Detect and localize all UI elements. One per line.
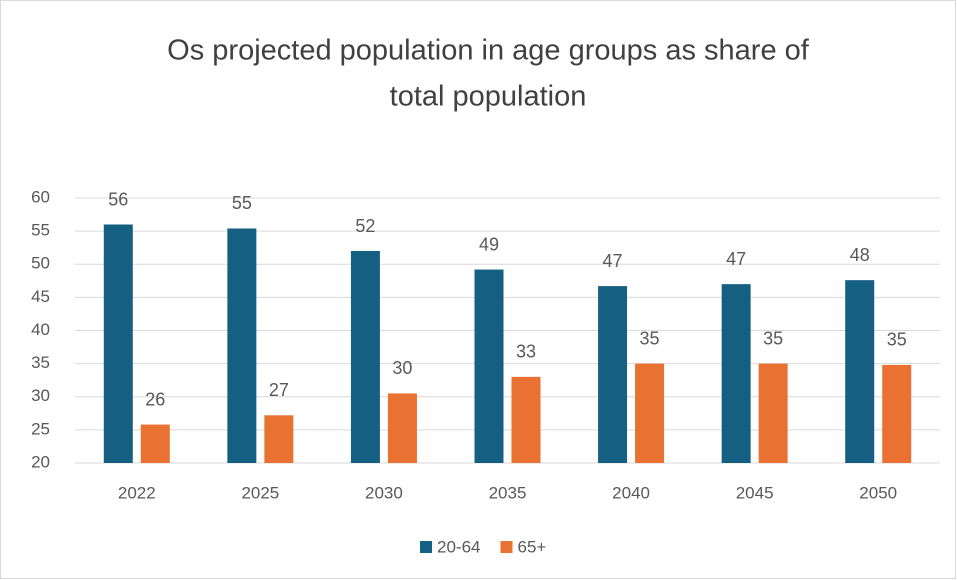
x-tick-label: 2045 — [736, 483, 774, 502]
x-tick-label: 2022 — [118, 483, 156, 502]
y-tick-label: 25 — [31, 419, 50, 438]
value-label: 56 — [108, 189, 128, 209]
value-label: 35 — [640, 328, 660, 348]
value-label: 33 — [516, 342, 536, 362]
bar — [350, 251, 380, 463]
y-tick-label: 55 — [31, 221, 50, 240]
y-tick-label: 35 — [31, 353, 50, 372]
value-label: 55 — [232, 193, 252, 213]
y-tick-label: 60 — [31, 187, 50, 206]
chart-title: Os projected population in age groups as… — [167, 35, 810, 67]
chart-title: total population — [390, 81, 587, 113]
x-tick-label: 2040 — [612, 483, 650, 502]
x-tick-label: 2050 — [859, 483, 897, 502]
bar — [511, 376, 541, 463]
value-label: 35 — [763, 328, 783, 348]
value-label: 47 — [726, 249, 746, 269]
y-tick-label: 40 — [31, 320, 50, 339]
legend-swatch — [500, 541, 513, 553]
y-tick-label: 50 — [31, 254, 50, 273]
x-tick-label: 2025 — [241, 483, 279, 502]
value-label: 48 — [850, 245, 870, 265]
y-tick-label: 20 — [31, 452, 50, 471]
bar — [598, 286, 628, 463]
legend-label: 65+ — [517, 537, 546, 556]
value-label: 27 — [269, 380, 289, 400]
legend-swatch — [420, 541, 432, 553]
bar — [882, 364, 912, 463]
x-tick-label: 2030 — [365, 483, 403, 502]
y-tick-label: 30 — [31, 386, 50, 405]
bar — [635, 363, 665, 463]
bar — [103, 224, 133, 463]
bar — [721, 284, 751, 463]
value-label: 35 — [887, 330, 907, 350]
bar — [140, 424, 170, 463]
bar — [474, 269, 504, 463]
bar — [845, 280, 875, 463]
value-label: 49 — [479, 234, 499, 254]
value-label: 52 — [355, 216, 375, 236]
value-label: 30 — [392, 358, 412, 378]
y-tick-label: 45 — [31, 287, 50, 306]
bar — [758, 363, 788, 463]
value-label: 47 — [603, 251, 623, 271]
x-tick-label: 2035 — [489, 483, 527, 502]
value-label: 26 — [145, 389, 165, 409]
bar — [227, 228, 257, 463]
bar — [387, 393, 417, 463]
bar — [264, 415, 294, 463]
legend-label: 20-64 — [437, 537, 480, 556]
